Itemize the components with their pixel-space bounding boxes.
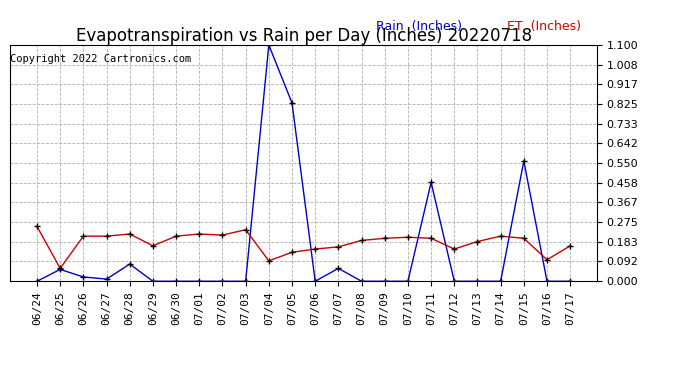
Line: Rain  (Inches): Rain (Inches) — [34, 42, 573, 285]
ET  (Inches) — [566, 244, 574, 248]
Rain  (Inches) — [543, 279, 551, 284]
Rain  (Inches) — [473, 279, 482, 284]
Rain  (Inches) — [288, 101, 296, 105]
ET  (Inches) — [56, 266, 64, 271]
ET  (Inches) — [404, 235, 412, 240]
ET  (Inches) — [265, 259, 273, 263]
ET  (Inches) — [149, 244, 157, 248]
Rain  (Inches) — [450, 279, 458, 284]
ET  (Inches) — [33, 224, 41, 229]
Rain  (Inches) — [56, 267, 64, 272]
ET  (Inches) — [381, 236, 389, 240]
Rain  (Inches) — [497, 279, 505, 284]
Rain  (Inches) — [357, 279, 366, 284]
Rain  (Inches) — [334, 266, 342, 271]
Rain  (Inches) — [79, 275, 88, 279]
ET  (Inches) — [334, 244, 342, 249]
Line: ET  (Inches): ET (Inches) — [34, 223, 573, 272]
Title: Evapotranspiration vs Rain per Day (Inches) 20220718: Evapotranspiration vs Rain per Day (Inch… — [75, 27, 532, 45]
Rain  (Inches) — [241, 279, 250, 284]
Rain  (Inches) — [33, 279, 41, 284]
ET  (Inches) — [102, 234, 110, 238]
ET  (Inches) — [450, 247, 458, 251]
ET  (Inches) — [427, 236, 435, 240]
Rain  (Inches) — [102, 277, 110, 281]
Rain  (Inches) — [265, 43, 273, 47]
ET  (Inches) — [195, 232, 204, 236]
ET  (Inches) — [473, 239, 482, 244]
ET  (Inches) — [218, 233, 226, 237]
ET  (Inches) — [126, 232, 134, 236]
Rain  (Inches) — [520, 159, 528, 163]
Rain  (Inches) — [126, 262, 134, 266]
Rain  (Inches) — [381, 279, 389, 284]
ET  (Inches) — [288, 250, 296, 255]
Text: Copyright 2022 Cartronics.com: Copyright 2022 Cartronics.com — [10, 54, 192, 64]
ET  (Inches) — [497, 234, 505, 238]
Text: Rain  (Inches): Rain (Inches) — [376, 20, 462, 33]
Rain  (Inches) — [427, 180, 435, 185]
Rain  (Inches) — [195, 279, 204, 284]
ET  (Inches) — [543, 258, 551, 262]
ET  (Inches) — [520, 236, 528, 240]
Rain  (Inches) — [149, 279, 157, 284]
Text: ET  (Inches): ET (Inches) — [507, 20, 581, 33]
ET  (Inches) — [357, 238, 366, 243]
ET  (Inches) — [241, 228, 250, 232]
ET  (Inches) — [79, 234, 88, 238]
Rain  (Inches) — [218, 279, 226, 284]
Rain  (Inches) — [172, 279, 180, 284]
Rain  (Inches) — [311, 279, 319, 284]
ET  (Inches) — [172, 234, 180, 238]
ET  (Inches) — [311, 247, 319, 251]
Rain  (Inches) — [404, 279, 412, 284]
Rain  (Inches) — [566, 279, 574, 284]
